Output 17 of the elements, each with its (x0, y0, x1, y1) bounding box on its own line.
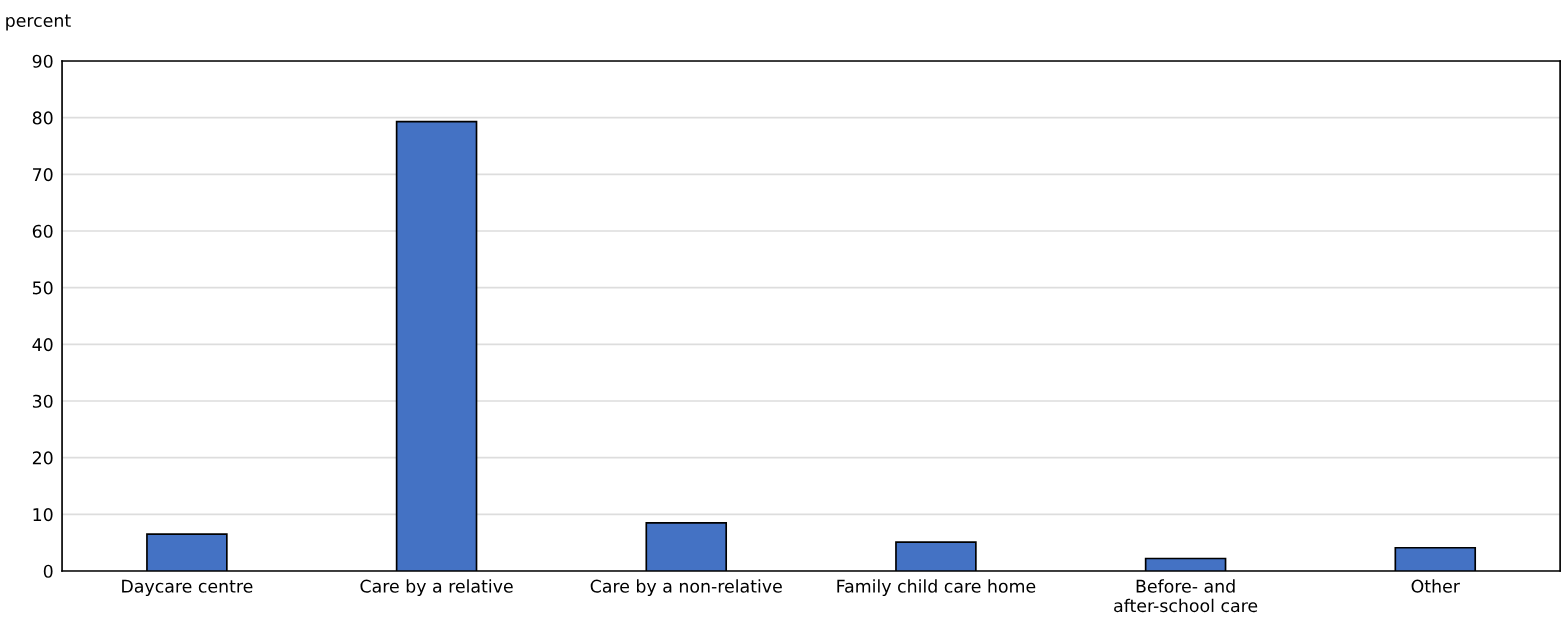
x-tick-label: Care by a non-relative (590, 579, 782, 597)
x-tick-label: Other (1411, 579, 1460, 593)
y-tick-label: 50 (32, 281, 53, 295)
y-tick-label: 30 (32, 394, 53, 408)
y-tick-label: 10 (33, 508, 53, 522)
x-tick-label: Family child care home (837, 579, 1036, 597)
y-tick-label: 60 (32, 224, 53, 238)
y-axis-title: percent (6, 14, 71, 31)
x-tick-label: Care by a relative (360, 579, 513, 597)
x-tick-label: Daycare centre (122, 579, 253, 597)
y-tick-label: 80 (32, 111, 53, 125)
y-tick-label: 20 (32, 451, 53, 465)
y-tick-label: 40 (32, 338, 53, 352)
y-tick-label: 90 (32, 54, 53, 68)
y-tick-label: 70 (33, 168, 53, 182)
y-tick-label: 0 (43, 564, 53, 578)
x-tick-label: Before- and after-school care (1114, 579, 1258, 613)
